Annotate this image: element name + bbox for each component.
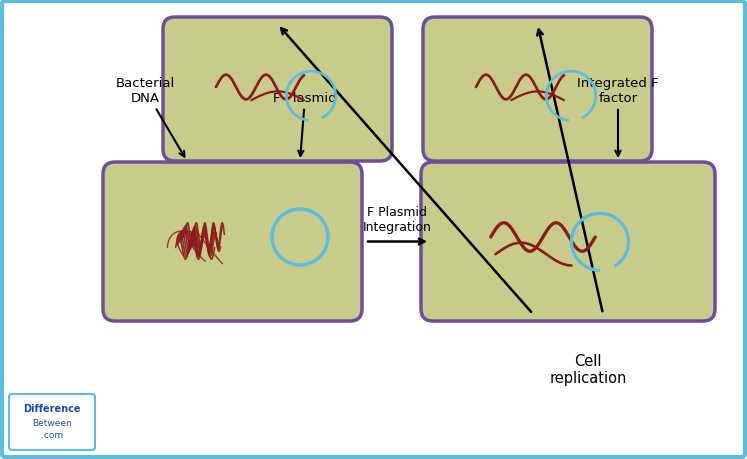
Text: .com: .com	[41, 430, 63, 439]
Text: Integrated F
factor: Integrated F factor	[577, 77, 659, 157]
FancyBboxPatch shape	[163, 18, 392, 162]
FancyBboxPatch shape	[421, 162, 715, 321]
Text: Between: Between	[32, 418, 72, 427]
Text: Cell
replication: Cell replication	[549, 353, 627, 386]
FancyBboxPatch shape	[103, 162, 362, 321]
FancyBboxPatch shape	[9, 394, 95, 450]
FancyBboxPatch shape	[423, 18, 652, 162]
Text: Difference: Difference	[23, 403, 81, 413]
Text: F Plasmid
Integration: F Plasmid Integration	[363, 206, 432, 234]
Text: F Plasmid: F Plasmid	[273, 92, 337, 157]
Text: Bacterial
DNA: Bacterial DNA	[115, 77, 185, 157]
